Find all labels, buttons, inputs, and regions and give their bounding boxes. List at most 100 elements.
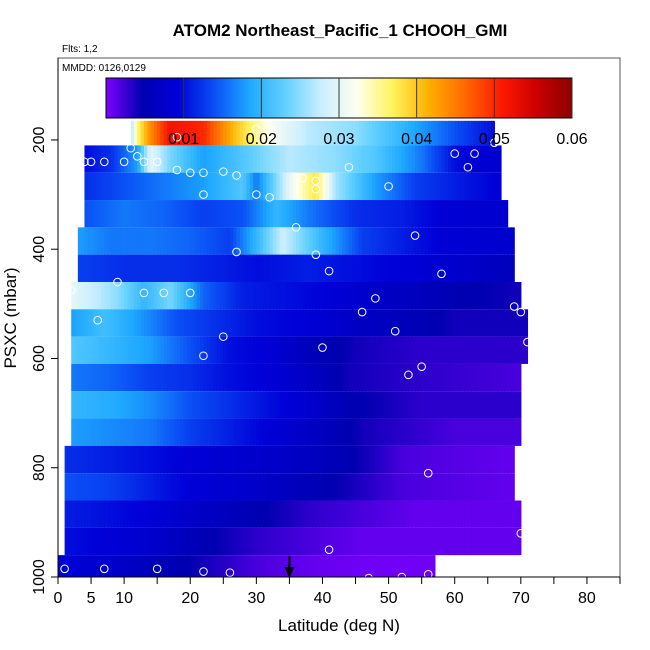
heatmap-cell — [418, 336, 423, 364]
heatmap-cell — [107, 527, 112, 556]
heatmap-cell — [365, 145, 370, 173]
heatmap-cell — [368, 445, 373, 474]
observation-point — [523, 337, 532, 347]
heatmap-cell — [223, 473, 228, 501]
heatmap-cell — [332, 473, 337, 501]
heatmap-cell — [256, 254, 261, 282]
heatmap-cell — [464, 281, 469, 310]
heatmap-cell — [94, 309, 99, 337]
heatmap-cell — [100, 555, 105, 577]
observation-point — [417, 362, 426, 371]
heatmap-cell — [395, 172, 400, 201]
observation-point — [509, 302, 519, 311]
heatmap-cell — [431, 309, 436, 337]
heatmap-cell — [421, 281, 426, 310]
heatmap-cell — [474, 445, 479, 474]
heatmap-cell — [385, 555, 390, 577]
colorbar-tick-label: 0.05 — [479, 131, 510, 148]
heatmap-cell — [282, 500, 287, 528]
heatmap-cell — [451, 227, 456, 255]
heatmap-cell — [296, 172, 300, 201]
heatmap-cell — [395, 200, 400, 228]
heatmap-cell — [362, 145, 367, 173]
heatmap-cell — [385, 227, 390, 255]
heatmap-cell — [253, 500, 257, 528]
heatmap-cell — [408, 145, 413, 173]
heatmap-cell — [114, 391, 119, 419]
heatmap-cell — [177, 473, 181, 501]
heatmap-cell — [153, 309, 158, 337]
heatmap-cell — [362, 445, 367, 474]
heatmap-cell — [239, 445, 244, 474]
heatmap-cell — [266, 555, 271, 577]
heatmap-cell — [193, 473, 198, 501]
heatmap-cell — [246, 391, 251, 419]
heatmap-cell — [467, 227, 472, 255]
heatmap-cell — [312, 254, 317, 282]
heatmap-cell — [256, 500, 261, 528]
heatmap-cell — [177, 172, 181, 201]
heatmap-cell — [441, 145, 446, 173]
heatmap-cell — [471, 363, 476, 392]
heatmap-cell — [200, 391, 205, 419]
heatmap-cell — [415, 336, 419, 364]
heatmap-cell — [424, 500, 429, 528]
heatmap-cell — [339, 200, 343, 228]
heatmap-cell — [388, 227, 393, 255]
heatmap-cell — [249, 363, 254, 392]
heatmap-cell — [385, 336, 390, 364]
heatmap-cell — [243, 391, 248, 419]
heatmap-cell — [213, 418, 218, 446]
heatmap-cell — [461, 172, 466, 201]
heatmap-cell — [236, 309, 241, 337]
heatmap-layer — [71, 336, 529, 364]
heatmap-cell — [405, 418, 410, 446]
heatmap-cell — [276, 500, 281, 528]
heatmap-cell — [411, 391, 416, 419]
heatmap-cell — [296, 500, 300, 528]
observation-point — [384, 182, 393, 191]
heatmap-cell — [497, 200, 502, 228]
heatmap-cell — [269, 527, 274, 556]
heatmap-cell — [163, 172, 168, 201]
heatmap-cell — [355, 418, 360, 446]
heatmap-cell — [246, 527, 251, 556]
heatmap-cell — [401, 309, 406, 337]
observation-point — [93, 315, 102, 325]
heatmap-cell — [362, 254, 367, 282]
heatmap-cell — [160, 527, 165, 556]
heatmap-cell — [124, 500, 129, 528]
heatmap-cell — [431, 172, 436, 201]
heatmap-cell — [315, 254, 320, 282]
heatmap-cell — [494, 363, 499, 392]
heatmap-cell — [262, 200, 267, 228]
heatmap-cell — [117, 254, 122, 282]
heatmap-cell — [438, 172, 443, 201]
heatmap-cell — [451, 473, 456, 501]
heatmap-cell — [322, 500, 327, 528]
heatmap-cell — [243, 172, 248, 201]
heatmap-cell — [315, 309, 320, 337]
heatmap-cell — [292, 391, 297, 419]
heatmap-cell — [454, 445, 459, 474]
heatmap-cell — [233, 200, 238, 228]
heatmap-cell — [418, 418, 423, 446]
heatmap-cell — [150, 336, 155, 364]
heatmap-cell — [474, 145, 479, 173]
heatmap-cell — [180, 445, 185, 474]
heatmap-cell — [233, 172, 238, 201]
heatmap-cell — [134, 527, 138, 556]
heatmap-cell — [243, 555, 248, 577]
heatmap-cell — [401, 418, 406, 446]
heatmap-cell — [332, 254, 337, 282]
heatmap-cell — [292, 254, 297, 282]
heatmap-cell — [494, 227, 499, 255]
heatmap-cell — [464, 418, 469, 446]
heatmap-cell — [110, 309, 115, 337]
heatmap-cell — [219, 363, 224, 392]
heatmap-cell — [233, 527, 238, 556]
heatmap-cell — [451, 172, 456, 201]
heatmap-cell — [173, 309, 178, 337]
heatmap-cell — [256, 391, 261, 419]
heatmap-cell — [335, 281, 340, 310]
